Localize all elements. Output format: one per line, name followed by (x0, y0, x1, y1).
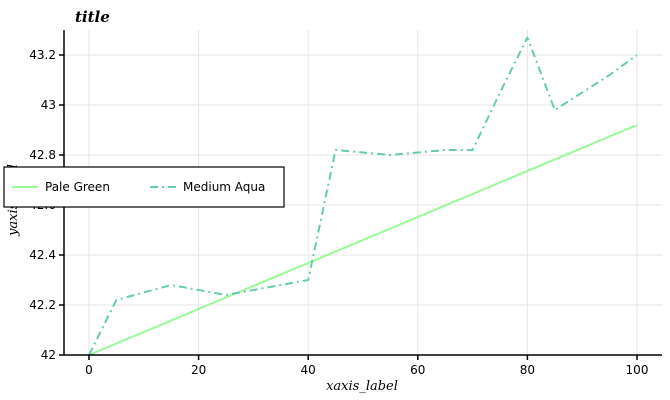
y-tick-label-1: 42.2 (29, 298, 56, 312)
x-tick-label-1: 20 (191, 363, 206, 377)
legend-box (3, 166, 285, 208)
x-axis-label: xaxis_label (326, 379, 398, 394)
y-tick-label-6: 43.2 (29, 48, 56, 62)
series-lines (88, 36, 638, 356)
grid-lines (64, 30, 662, 356)
legend-label-1: Medium Aqua (183, 180, 265, 194)
chart-title: title (75, 8, 110, 26)
legend: Pale Green Medium Aqua (3, 166, 285, 208)
x-tick-label-0: 0 (85, 363, 93, 377)
series-line-medium-aqua (88, 36, 638, 356)
y-tick-label-4: 42.8 (29, 148, 56, 162)
series-line-pale-green (88, 124, 638, 356)
x-tick-label-2: 40 (301, 363, 316, 377)
y-tick-label-0: 42 (41, 348, 56, 362)
y-tick-label-2: 42.4 (29, 248, 56, 262)
legend-label-0: Pale Green (45, 180, 110, 194)
x-tick-label-4: 80 (520, 363, 535, 377)
x-tick-label-3: 60 (410, 363, 425, 377)
x-tick-label-5: 100 (626, 363, 649, 377)
y-tick-label-5: 43 (41, 98, 56, 112)
